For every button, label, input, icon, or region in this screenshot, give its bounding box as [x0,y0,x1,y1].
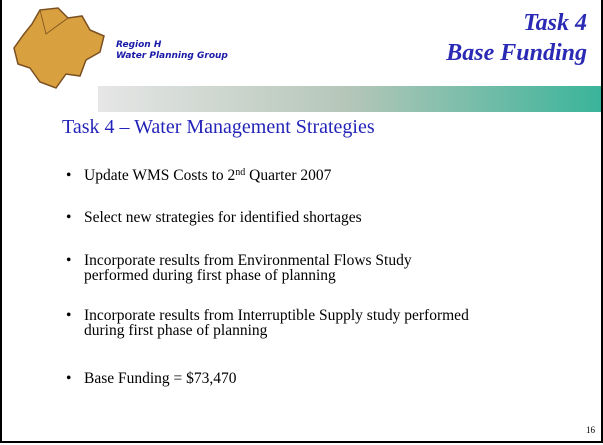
superscript: nd [235,167,246,178]
title-line-2: Base Funding [446,40,587,66]
text: Update WMS Costs to 2 [84,167,236,184]
bullet-dot: • [66,252,72,269]
bullet-dot: • [66,209,72,226]
bullet-text: Incorporate results from Interruptible S… [84,307,469,324]
heading: Task 4 – Water Management Strategies [62,116,379,139]
bullet-dot: • [66,307,72,324]
bullet-dot: • [66,167,72,184]
region-map-icon [13,7,105,89]
bullet-text: Base Funding = $73,470 [84,370,237,387]
bullet-dot: • [66,370,72,387]
bullet-text: performed during first phase of planning [84,267,336,284]
text: Quarter 2007 [245,167,332,184]
page-number: 16 [586,425,595,435]
bullet-text: Incorporate results from Environmental F… [84,252,412,269]
bullet-text: Select new strategies for identified sho… [84,209,362,226]
bullet-text: Update WMS Costs to 2nd Quarter 2007 [84,168,331,184]
org-line-1: Region H [116,40,162,50]
header-bar [98,86,601,112]
bullet-text: during first phase of planning [84,322,268,339]
org-line-2: Water Planning Group [116,51,228,61]
title-line-1: Task 4 [523,10,587,36]
